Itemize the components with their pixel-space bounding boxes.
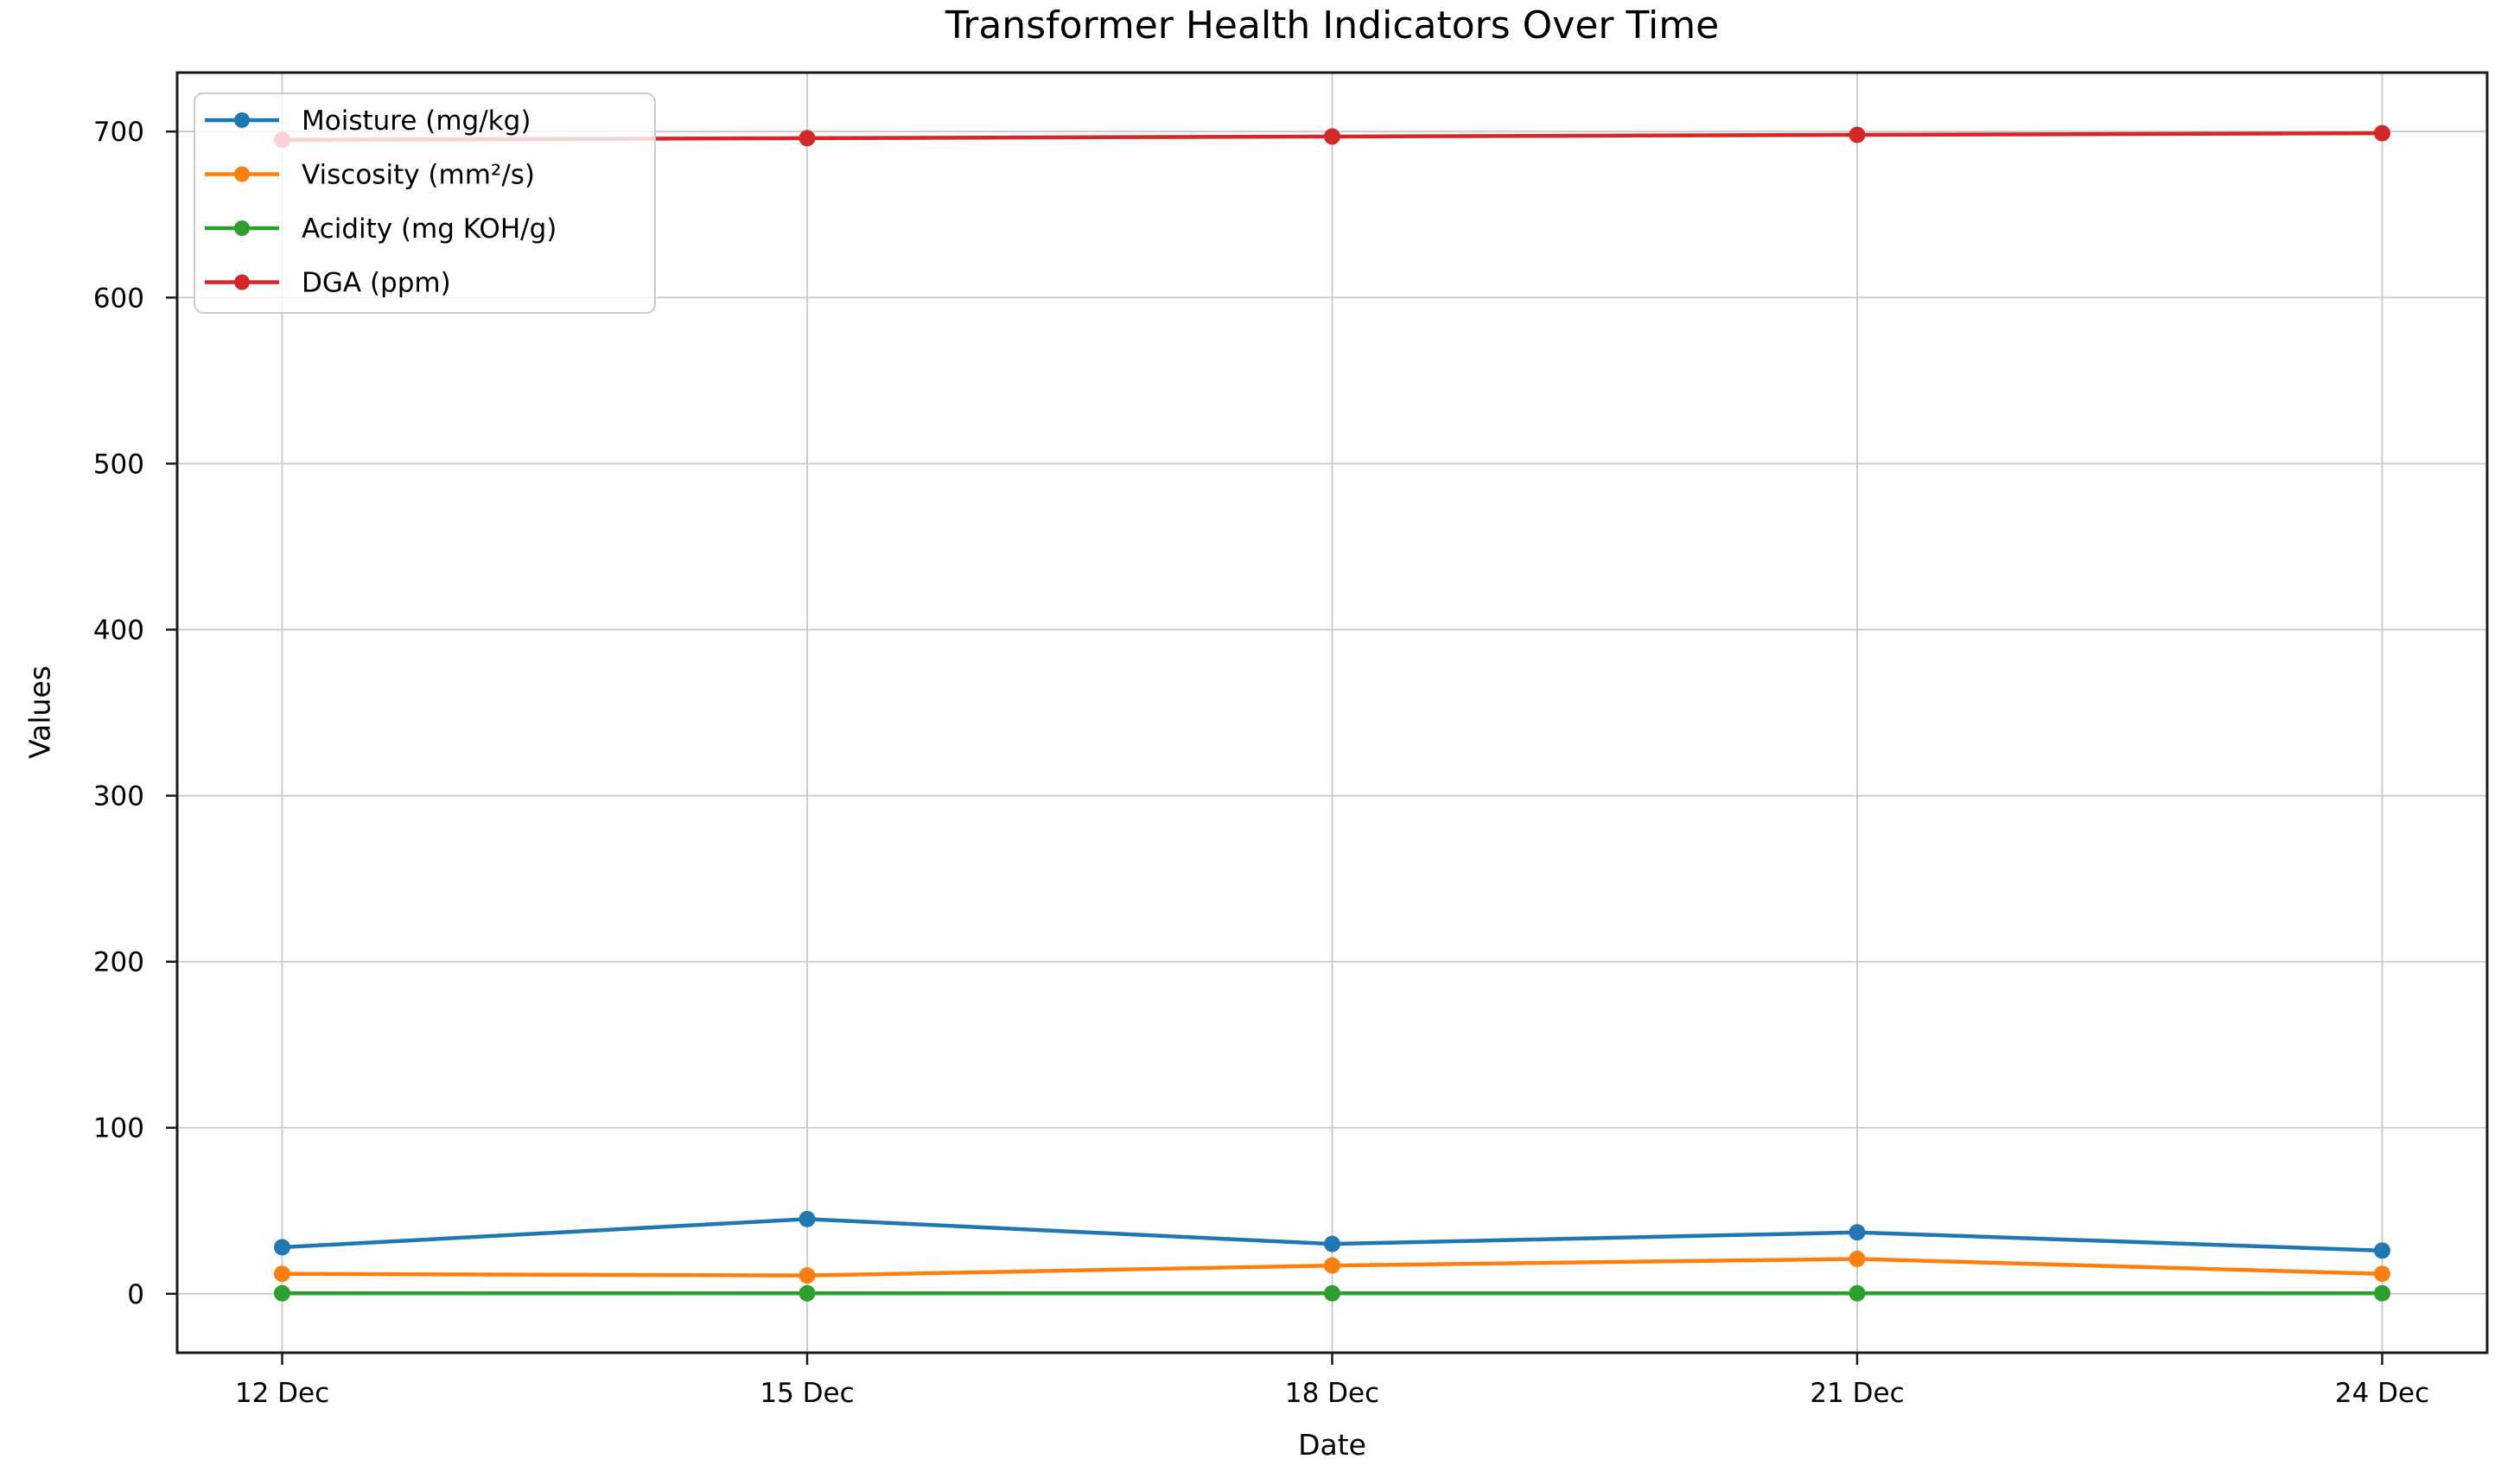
data-point-marker bbox=[1849, 1284, 1866, 1302]
data-point-marker bbox=[1849, 126, 1866, 143]
data-point-marker bbox=[1849, 1224, 1866, 1241]
data-point-marker bbox=[2374, 1242, 2390, 1259]
x-tick-label: 15 Dec bbox=[760, 1378, 854, 1409]
legend-label: Moisture (mg/kg) bbox=[302, 105, 531, 137]
y-tick-label: 500 bbox=[93, 449, 144, 480]
legend-label: Viscosity (mm²/s) bbox=[302, 160, 535, 191]
x-tick-label: 12 Dec bbox=[235, 1378, 329, 1409]
chart-title: Transformer Health Indicators Over Time bbox=[945, 3, 1720, 48]
y-tick-label: 300 bbox=[93, 781, 144, 812]
data-point-marker bbox=[2374, 1284, 2390, 1302]
legend-box bbox=[194, 92, 656, 314]
axes-border bbox=[175, 71, 2489, 1354]
legend-sample-marker bbox=[234, 112, 250, 128]
data-point-marker bbox=[2374, 124, 2390, 142]
data-point-marker bbox=[1849, 1250, 1866, 1267]
data-point-marker bbox=[799, 130, 816, 147]
data-point-marker bbox=[274, 1239, 290, 1256]
x-tick-label: 24 Dec bbox=[2335, 1378, 2429, 1409]
data-point-marker bbox=[1324, 1284, 1340, 1302]
data-point-marker bbox=[274, 1284, 290, 1302]
y-tick-label: 0 bbox=[127, 1279, 144, 1310]
data-point-marker bbox=[1324, 128, 1340, 145]
legend-sample-marker bbox=[234, 274, 250, 290]
legend-sample-marker bbox=[234, 166, 250, 182]
legend-label: Acidity (mg KOH/g) bbox=[302, 213, 557, 245]
y-tick-label: 600 bbox=[93, 283, 144, 314]
x-tick-label: 21 Dec bbox=[1810, 1378, 1904, 1409]
data-point-marker bbox=[799, 1267, 816, 1284]
data-point-marker bbox=[274, 1265, 290, 1283]
legend-sample-marker bbox=[234, 220, 250, 236]
data-point-marker bbox=[1324, 1235, 1340, 1252]
x-tick-label: 18 Dec bbox=[1285, 1378, 1379, 1409]
data-point-marker bbox=[2374, 1265, 2390, 1283]
legend-label: DGA (ppm) bbox=[302, 268, 451, 299]
y-tick-label: 100 bbox=[93, 1113, 144, 1144]
data-point-marker bbox=[1324, 1257, 1340, 1274]
y-tick-label: 400 bbox=[93, 615, 144, 646]
x-axis-label: Date bbox=[1298, 1428, 1366, 1462]
data-point-marker bbox=[799, 1284, 816, 1302]
y-tick-label: 200 bbox=[93, 947, 144, 978]
y-tick-label: 700 bbox=[93, 117, 144, 148]
data-point-marker bbox=[799, 1210, 816, 1227]
